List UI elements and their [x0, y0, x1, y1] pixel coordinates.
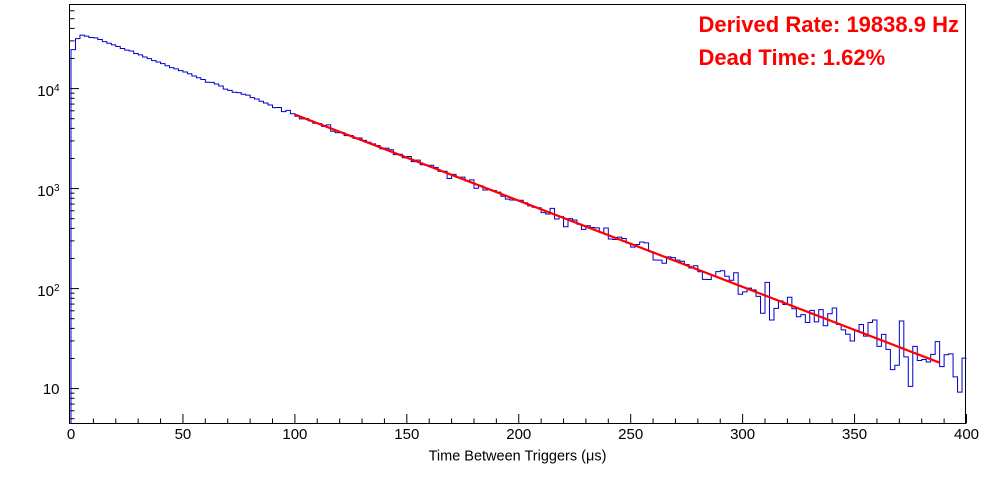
svg-text:150: 150: [394, 426, 419, 443]
svg-text:10: 10: [43, 381, 60, 398]
svg-text:Time Between Triggers (μs): Time Between Triggers (μs): [429, 449, 607, 465]
svg-text:200: 200: [506, 426, 531, 443]
svg-text:300: 300: [730, 426, 755, 443]
svg-text:50: 50: [175, 426, 192, 443]
svg-text:Derived Rate: 19838.9 Hz: Derived Rate: 19838.9 Hz: [699, 12, 959, 37]
svg-text:350: 350: [842, 426, 867, 443]
svg-text:Dead Time: 1.62%: Dead Time: 1.62%: [699, 45, 886, 70]
svg-text:400: 400: [954, 426, 979, 443]
svg-text:0: 0: [67, 426, 75, 443]
svg-text:100: 100: [282, 426, 307, 443]
svg-text:250: 250: [618, 426, 643, 443]
